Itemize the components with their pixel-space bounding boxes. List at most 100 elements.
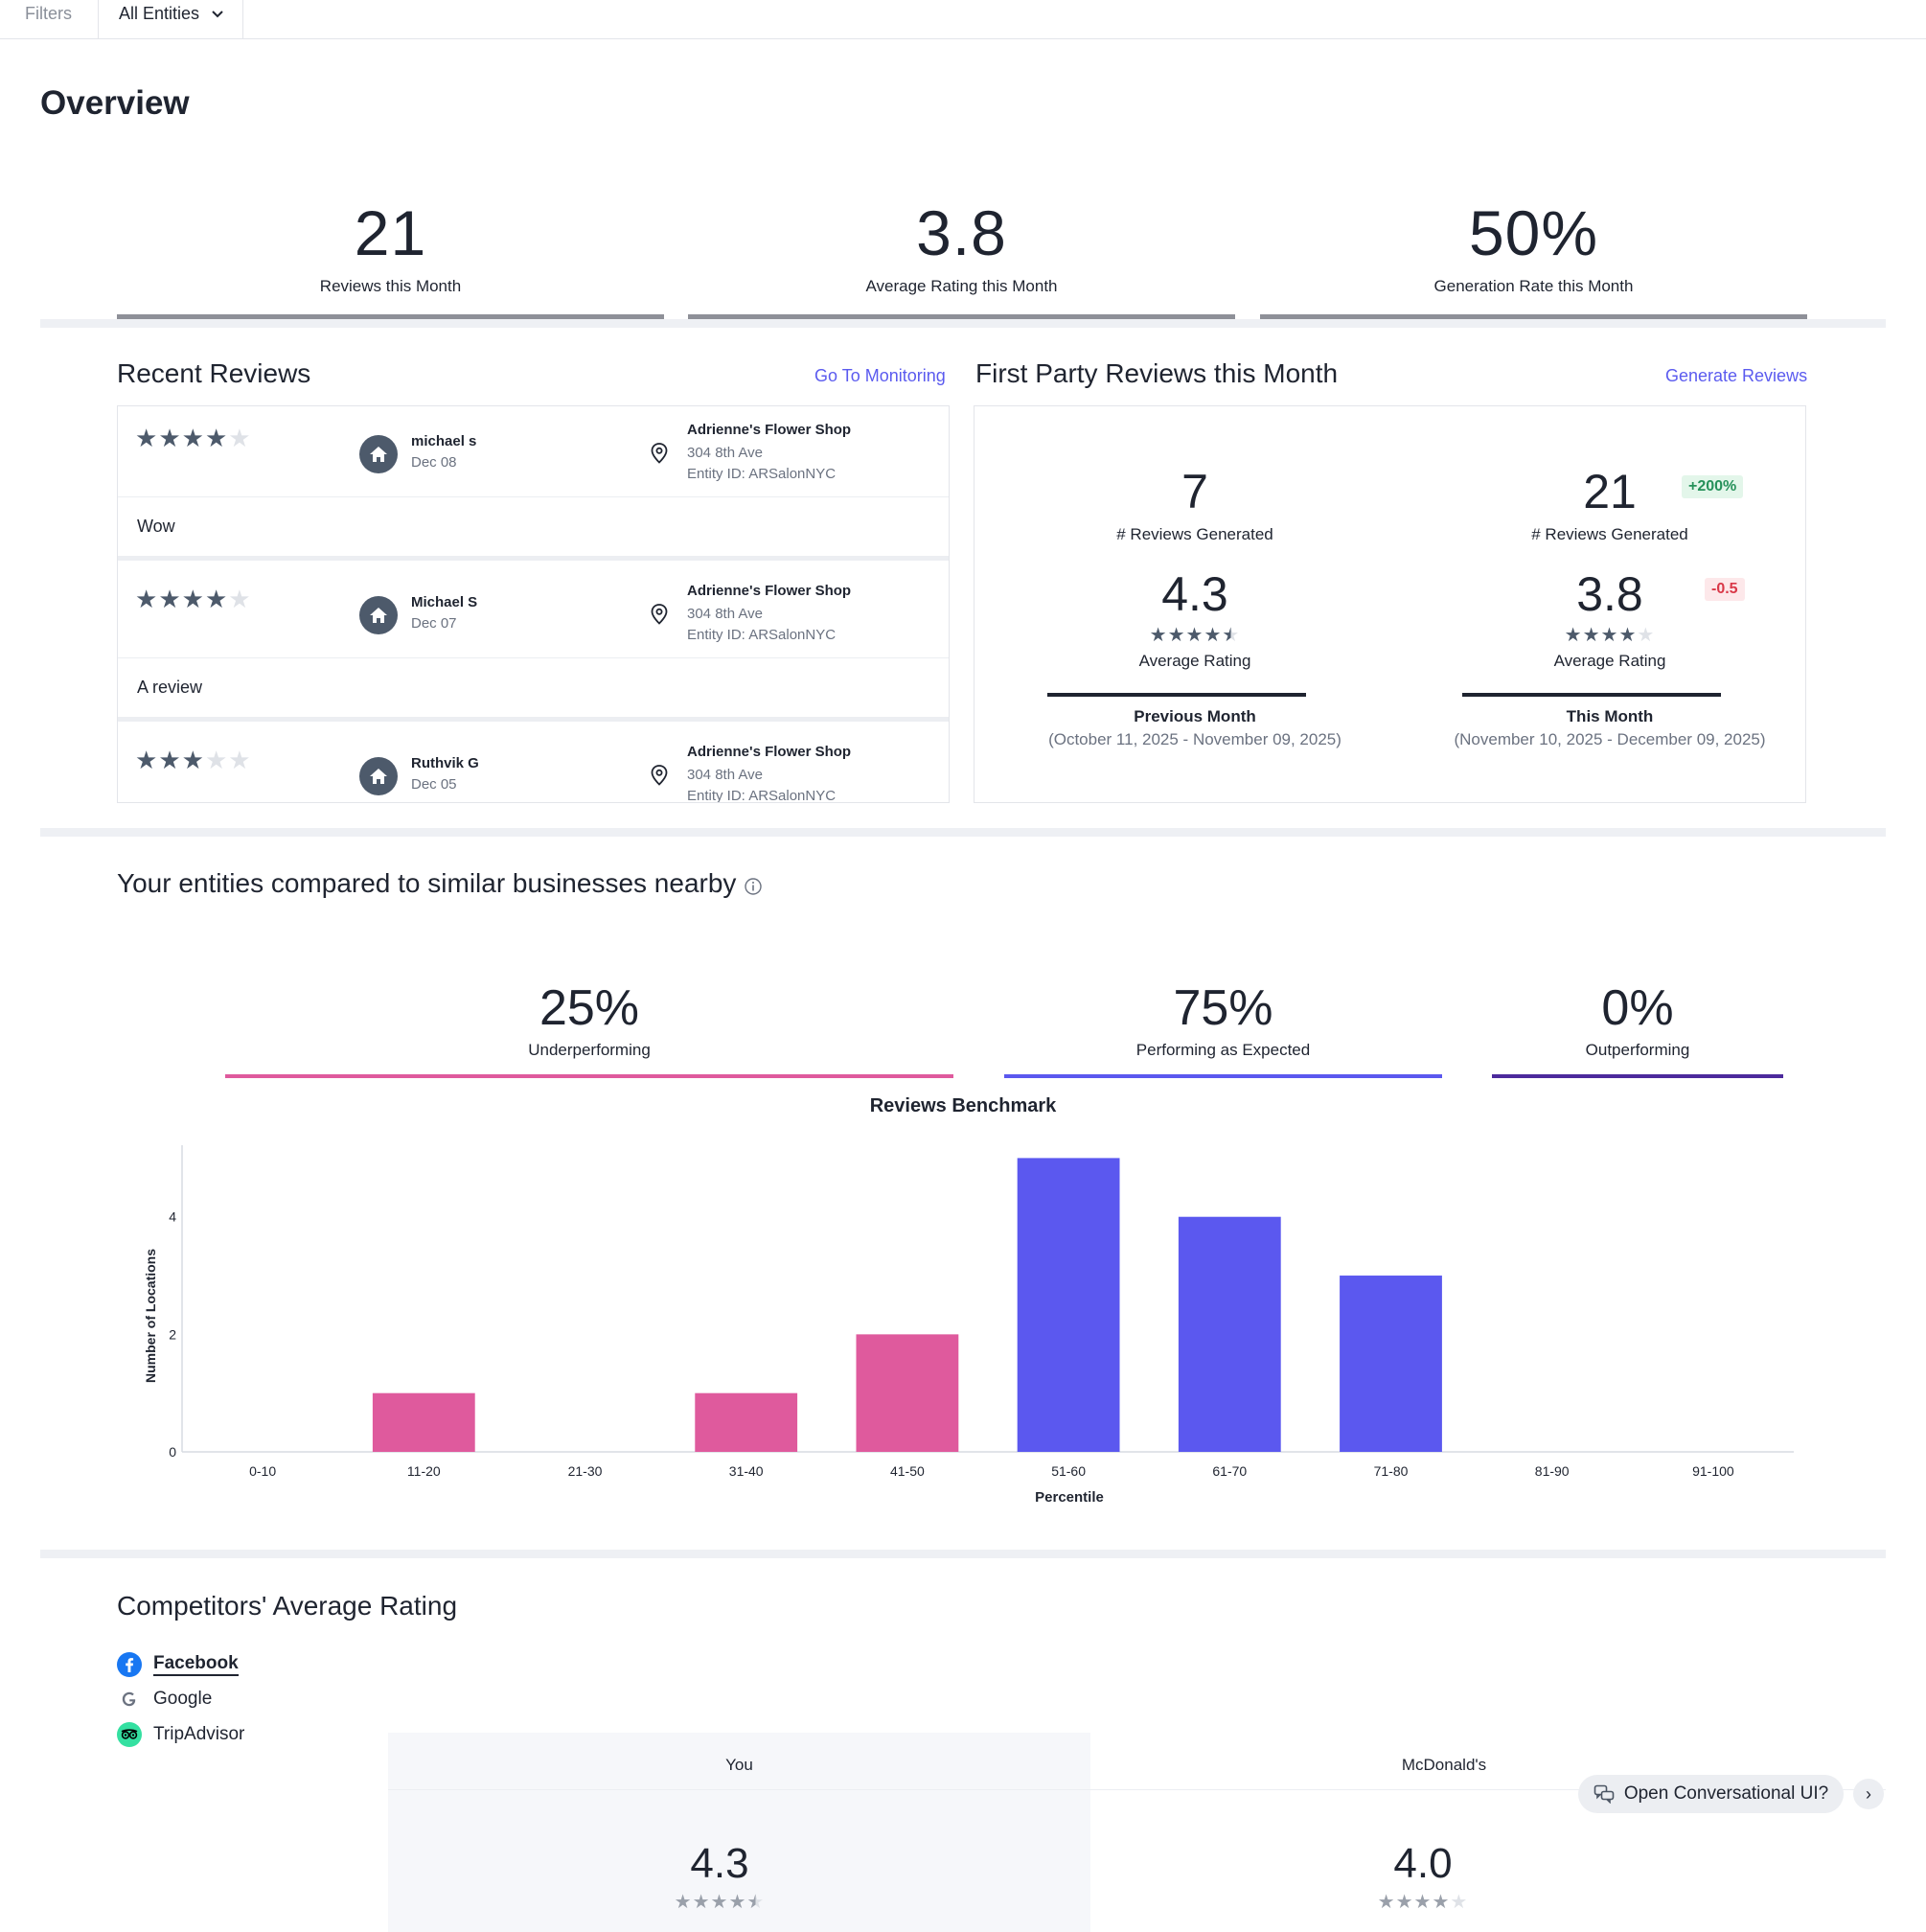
tripadvisor-icon	[117, 1722, 142, 1747]
y-axis-label: Number of Locations	[143, 1249, 158, 1383]
star-rating: ★★★★★	[135, 585, 252, 614]
prev-period-range: (October 11, 2025 - November 09, 2025)	[1048, 730, 1341, 748]
location-pin-icon	[651, 443, 668, 464]
x-tick-label: 81-90	[1535, 1463, 1570, 1479]
section-divider	[40, 828, 1886, 837]
first-party-panel: 7 # Reviews Generated 4.3 ★★★★★ Average …	[974, 405, 1806, 803]
x-tick-label: 41-50	[890, 1463, 925, 1479]
source-tab-facebook[interactable]: Facebook	[117, 1652, 239, 1677]
recent-reviews-list: ★★★★★ michael s Dec 08 Adrienne's Flower…	[117, 405, 950, 803]
underperforming-bar	[225, 1074, 953, 1078]
review-text: A review	[137, 678, 203, 697]
page-title: Overview	[40, 84, 190, 122]
stat-underline	[1260, 314, 1807, 319]
go-to-monitoring-link[interactable]: Go To Monitoring	[814, 366, 946, 385]
column-header-you: You	[725, 1756, 753, 1774]
stat-underline	[688, 314, 1235, 319]
star-icon: ★	[1564, 625, 1583, 646]
x-tick-label: 61-70	[1212, 1463, 1247, 1479]
star-icon: ★	[1432, 1892, 1451, 1913]
source-tab-tripadvisor[interactable]: TripAdvisor	[117, 1722, 244, 1747]
entity-id: Entity ID: ARSalonNYC	[687, 627, 837, 643]
chevron-right-icon[interactable]: ›	[1853, 1779, 1884, 1809]
star-rating: ★★★★★	[135, 424, 252, 453]
star-icon: ★	[181, 424, 205, 452]
chart-bar	[1017, 1158, 1120, 1452]
star-icon: ★	[228, 746, 252, 774]
star-icon: ★	[135, 585, 159, 613]
benchmark-section-title: Your entities compared to similar busine…	[117, 868, 763, 899]
entity-address: 304 8th Ave	[687, 606, 763, 622]
source-label: Facebook	[153, 1653, 239, 1676]
review-date: Dec 08	[411, 454, 457, 471]
summary-value: 25%	[539, 980, 640, 1036]
star-icon: ★	[1167, 625, 1186, 646]
divider	[242, 0, 243, 38]
change-badge: -0.5	[1705, 578, 1745, 601]
avatar	[359, 757, 398, 795]
star-icon: ★	[135, 746, 159, 774]
you-rating-value: 4.3	[690, 1840, 749, 1887]
entity-name: Adrienne's Flower Shop	[687, 422, 852, 438]
star-icon: ★	[158, 585, 182, 613]
info-icon[interactable]	[744, 877, 763, 896]
x-tick-label: 0-10	[249, 1463, 276, 1479]
star-icon: ★	[1637, 625, 1656, 646]
stat-label: Generation Rate this Month	[1433, 277, 1634, 295]
star-icon: ★	[692, 1892, 711, 1913]
google-icon	[122, 1691, 136, 1707]
conversational-label: Open Conversational UI?	[1623, 1783, 1829, 1804]
stat-generation-rate: 50% Generation Rate this Month	[1260, 196, 1807, 296]
filters-label: Filters	[25, 4, 72, 23]
entity-filter-value: All Entities	[119, 4, 200, 23]
location-pin-icon	[651, 604, 668, 625]
star-icon: ★	[158, 424, 182, 452]
curr-generated-value: 21	[1583, 465, 1637, 518]
star-icon: ★	[1450, 1892, 1469, 1913]
star-icon: ★	[181, 585, 205, 613]
prev-generated-value: 7	[1181, 465, 1208, 518]
reviewer-name: michael s	[411, 433, 477, 449]
chart-bar	[1178, 1216, 1281, 1452]
generate-reviews-link[interactable]: Generate Reviews	[1665, 366, 1808, 385]
reviewer-name: Michael S	[411, 594, 478, 610]
summary-label: Performing as Expected	[1135, 1041, 1311, 1059]
entity-id: Entity ID: ARSalonNYC	[687, 466, 837, 482]
y-tick-label: 4	[169, 1209, 176, 1225]
x-tick-label: 91-100	[1692, 1463, 1734, 1479]
entity-filter-dropdown[interactable]: All Entities	[119, 4, 224, 24]
review-card[interactable]: ★★★★★ Michael S Dec 07 Adrienne's Flower…	[118, 567, 949, 722]
stat-value: 21	[354, 197, 427, 268]
chart-bar	[1340, 1276, 1442, 1452]
star-icon: ★	[1395, 1892, 1414, 1913]
open-conversational-ui-button[interactable]: Open Conversational UI?	[1578, 1775, 1844, 1813]
star-icon: ★	[1413, 1892, 1433, 1913]
expected-summary: 75% Performing as Expected	[1004, 979, 1442, 1060]
chevron-down-icon	[212, 10, 223, 17]
review-date: Dec 07	[411, 615, 457, 632]
entity-address: 304 8th Ave	[687, 767, 763, 783]
recent-reviews-title: Recent Reviews	[117, 358, 311, 388]
star-icon: ★	[204, 746, 229, 774]
source-tab-google[interactable]: Google	[117, 1687, 212, 1712]
summary-value: 0%	[1601, 980, 1674, 1036]
review-card[interactable]: ★★★★★ michael s Dec 08 Adrienne's Flower…	[118, 406, 949, 561]
entity-name: Adrienne's Flower Shop	[687, 744, 852, 760]
prev-avg-stars: ★★★★★	[1051, 623, 1339, 647]
star-icon: ★	[1149, 625, 1168, 646]
home-icon	[370, 447, 387, 462]
star-icon: ★	[1204, 625, 1223, 646]
review-card[interactable]: ★★★★★ Ruthvik G Dec 05 Adrienne's Flower…	[118, 728, 949, 802]
home-icon	[370, 769, 387, 784]
star-icon: ★	[204, 424, 229, 452]
outperforming-bar	[1492, 1074, 1783, 1078]
reviews-benchmark-chart: 0 2 4 0-10 11-20 21-30 31-40 41-50 51-60 61-70 71-…	[143, 1145, 1794, 1506]
star-rating: ★★★★★	[135, 746, 252, 775]
star-icon: ★	[181, 746, 205, 774]
curr-avg-label: Average Rating	[1553, 652, 1666, 670]
x-tick-label: 21-30	[568, 1463, 603, 1479]
star-icon: ★	[1185, 625, 1204, 646]
star-icon: ★	[710, 1892, 729, 1913]
outperforming-summary: 0% Outperforming	[1492, 979, 1783, 1060]
stat-label: Reviews this Month	[319, 277, 462, 295]
